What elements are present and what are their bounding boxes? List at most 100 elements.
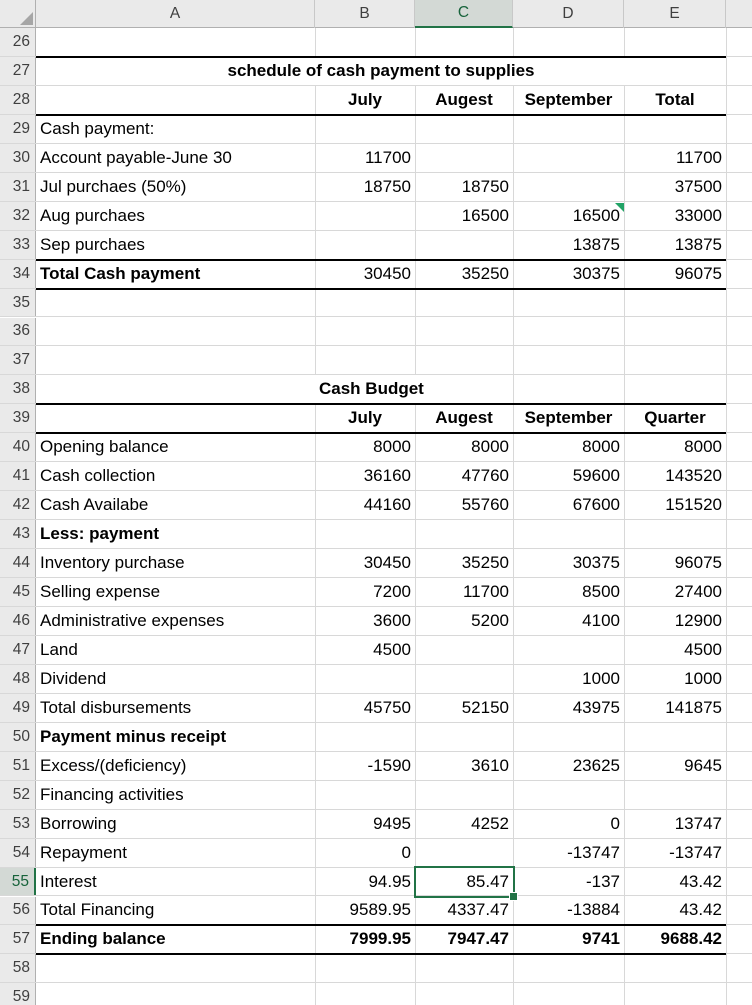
cell-D45[interactable]: 8500 (582, 582, 620, 602)
column-header-E[interactable]: E (624, 0, 726, 28)
cell-B41[interactable]: 36160 (363, 466, 411, 486)
cell-A48[interactable]: Dividend (40, 668, 107, 688)
cell-A50[interactable]: Payment minus receipt (40, 726, 227, 746)
row-header-32[interactable]: 32 (0, 201, 36, 230)
cell-D51[interactable]: 23625 (572, 755, 620, 775)
select-all-corner[interactable] (0, 0, 36, 28)
cell-D39[interactable]: September (524, 408, 613, 428)
cell-E31[interactable]: 37500 (674, 176, 722, 196)
cell-A32[interactable]: Aug purchaes (40, 205, 145, 225)
column-header-C[interactable]: C (415, 0, 513, 28)
cell-B54[interactable]: 0 (401, 842, 411, 862)
cell-E34[interactable]: 96075 (674, 263, 722, 283)
cell-A51[interactable]: Excess/(deficiency) (40, 755, 187, 775)
cell-A52[interactable]: Financing activities (40, 784, 184, 804)
cell-E55[interactable]: 43.42 (679, 871, 722, 891)
fill-handle[interactable] (508, 891, 518, 901)
cell-B31[interactable]: 18750 (363, 176, 411, 196)
row-header-40[interactable]: 40 (0, 433, 36, 462)
cell-A40[interactable]: Opening balance (40, 437, 169, 457)
row-header-43[interactable]: 43 (0, 520, 36, 549)
column-header-D[interactable]: D (513, 0, 624, 28)
cell-A34[interactable]: Total Cash payment (40, 263, 201, 283)
cell-D33[interactable]: 13875 (572, 234, 620, 254)
cell-D28[interactable]: September (524, 89, 613, 109)
cell-D55[interactable]: -137 (585, 871, 620, 891)
cell-A56[interactable]: Total Financing (40, 900, 155, 920)
row-header-33[interactable]: 33 (0, 230, 36, 259)
row-header-30[interactable]: 30 (0, 143, 36, 172)
cell-B57[interactable]: 7999.95 (349, 929, 411, 949)
cell-A29[interactable]: Cash payment: (40, 118, 155, 138)
row-header-55[interactable]: 55 (0, 867, 36, 896)
row-header-37[interactable]: 37 (0, 346, 36, 375)
row-header-26[interactable]: 26 (0, 28, 36, 56)
row-header-54[interactable]: 54 (0, 838, 36, 867)
cell-E49[interactable]: 141875 (665, 697, 722, 717)
cell-C55[interactable]: 85.47 (466, 871, 509, 891)
cell-D57[interactable]: 9741 (582, 929, 620, 949)
cell-A49[interactable]: Total disbursements (40, 697, 192, 717)
cell-D54[interactable]: -13747 (567, 842, 620, 862)
cell-E33[interactable]: 13875 (674, 234, 722, 254)
cell-E51[interactable]: 9645 (684, 755, 722, 775)
row-header-31[interactable]: 31 (0, 172, 36, 201)
row-header-53[interactable]: 53 (0, 809, 36, 838)
row-header-49[interactable]: 49 (0, 693, 36, 722)
cell-B44[interactable]: 30450 (363, 553, 411, 573)
cell-B56[interactable]: 9589.95 (349, 900, 411, 920)
cell-C56[interactable]: 4337.47 (447, 900, 509, 920)
cell-B51[interactable]: -1590 (367, 755, 411, 775)
row-header-59[interactable]: 59 (0, 983, 36, 1005)
cell-C49[interactable]: 52150 (461, 697, 509, 717)
column-header-A[interactable]: A (36, 0, 315, 28)
cell-E39[interactable]: Quarter (644, 408, 706, 428)
row-header-48[interactable]: 48 (0, 664, 36, 693)
cell-E41[interactable]: 143520 (665, 466, 722, 486)
cell-A44[interactable]: Inventory purchase (40, 553, 185, 573)
cell-A41[interactable]: Cash collection (40, 466, 156, 486)
cell-D32[interactable]: 16500 (572, 205, 620, 225)
cell-A57[interactable]: Ending balance (40, 929, 166, 949)
cell-B49[interactable]: 45750 (363, 697, 411, 717)
cell-D56[interactable]: -13884 (567, 900, 620, 920)
row-header-35[interactable]: 35 (0, 288, 36, 317)
cell-E57[interactable]: 9688.42 (660, 929, 722, 949)
row-header-57[interactable]: 57 (0, 925, 36, 954)
cell-E40[interactable]: 8000 (684, 437, 722, 457)
cell-E42[interactable]: 151520 (665, 495, 722, 515)
row-header-41[interactable]: 41 (0, 462, 36, 491)
row-header-46[interactable]: 46 (0, 607, 36, 635)
row-header-38[interactable]: 38 (0, 375, 36, 404)
cell-D48[interactable]: 1000 (582, 668, 620, 688)
cell-C34[interactable]: 35250 (461, 263, 509, 283)
cell-B47[interactable]: 4500 (373, 639, 411, 659)
cell-C53[interactable]: 4252 (471, 813, 509, 833)
cell-A43[interactable]: Less: payment (40, 524, 160, 544)
cell-D40[interactable]: 8000 (582, 437, 620, 457)
cell-B28[interactable]: July (347, 89, 383, 109)
column-header-B[interactable]: B (315, 0, 415, 28)
row-header-27[interactable]: 27 (0, 56, 36, 85)
cell-C41[interactable]: 47760 (461, 466, 509, 486)
row-header-29[interactable]: 29 (0, 114, 36, 143)
cell-D44[interactable]: 30375 (572, 553, 620, 573)
row-header-52[interactable]: 52 (0, 780, 36, 809)
cell-E32[interactable]: 33000 (674, 205, 722, 225)
cell-C46[interactable]: 5200 (471, 610, 509, 630)
cell-E53[interactable]: 13747 (674, 813, 722, 833)
cell-A53[interactable]: Borrowing (40, 813, 117, 833)
cell-C44[interactable]: 35250 (461, 553, 509, 573)
cell-A46[interactable]: Administrative expenses (40, 610, 225, 630)
cell-E56[interactable]: 43.42 (679, 900, 722, 920)
cell-E45[interactable]: 27400 (674, 582, 722, 602)
cell-A55[interactable]: Interest (40, 871, 97, 891)
cell-A27-merged-title[interactable]: schedule of cash payment to supplies (36, 56, 726, 85)
cell-D41[interactable]: 59600 (572, 466, 620, 486)
cell-A33[interactable]: Sep purchaes (40, 234, 145, 254)
cell-C40[interactable]: 8000 (471, 437, 509, 457)
cell-D42[interactable]: 67600 (572, 495, 620, 515)
cell-A45[interactable]: Selling expense (40, 582, 161, 602)
cell-B34[interactable]: 30450 (363, 263, 411, 283)
row-header-50[interactable]: 50 (0, 722, 36, 751)
